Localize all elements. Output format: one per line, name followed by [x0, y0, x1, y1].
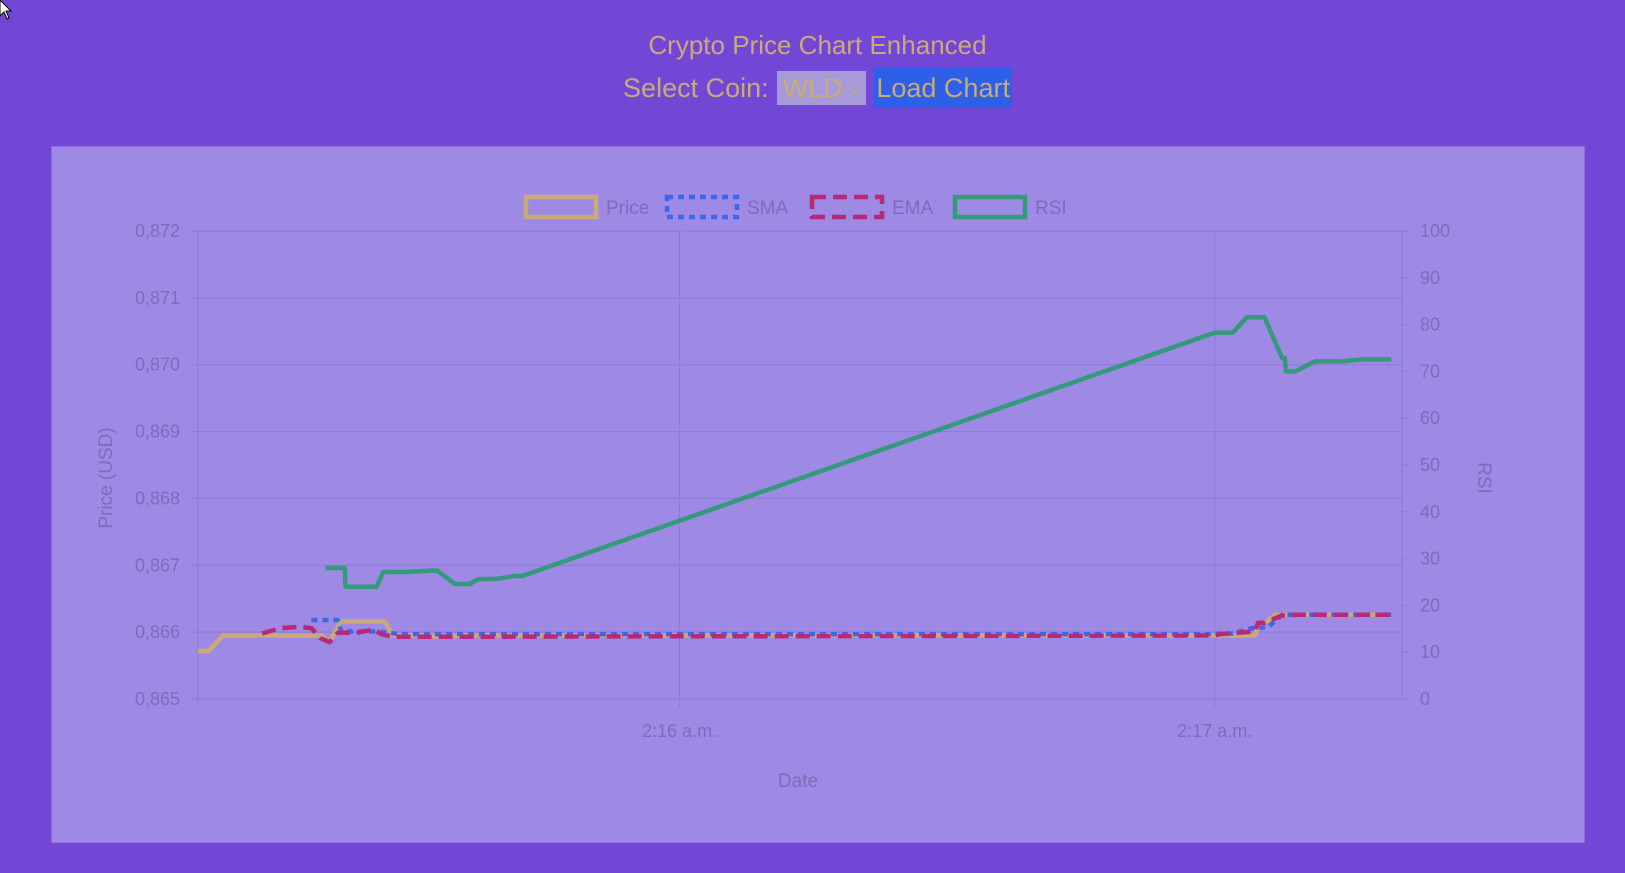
load-chart-button[interactable]: Load Chart [874, 68, 1012, 108]
x-tick-label: 2:17 a.m. [1177, 721, 1252, 741]
series-line-sma [311, 612, 1392, 637]
legend-label-ema: EMA [892, 198, 934, 219]
select-coin-label: Select Coin: [623, 72, 769, 103]
y-axis-left: 0,865 0,866 0,867 0,868 0,869 0,870 0,871 0,872 [135, 221, 180, 709]
chart-legend: Price SMA EMA RSI [523, 194, 1067, 220]
y-axis-right: 0 10 20 30 40 50 60 70 80 90 100 [1420, 221, 1450, 709]
y-tick-label: 0,870 [135, 355, 180, 375]
y2-tick-label: 40 [1420, 502, 1440, 522]
y2-tick-label: 30 [1420, 549, 1440, 569]
chart-container: 0,865 0,866 0,867 0,868 0,869 0,870 0,871 0,872… [51, 146, 1585, 843]
legend-label-rsi: RSI [1035, 198, 1067, 219]
y-axis-label-left: Price (USD) [96, 427, 117, 528]
y2-tick-label: 50 [1420, 455, 1440, 475]
y2-tick-label: 90 [1420, 268, 1440, 288]
mouse-cursor-icon [0, 0, 12, 20]
y-tick-label: 0,869 [135, 422, 180, 442]
price-chart: 0,865 0,866 0,867 0,868 0,869 0,870 0,871 0,872… [96, 194, 1494, 792]
series-line-ema [261, 612, 1392, 645]
y-tick-label: 0,868 [135, 488, 180, 508]
legend-swatch-rsi [952, 194, 1028, 220]
y2-tick-label: 10 [1420, 642, 1440, 662]
y-tick-label: 0,866 [135, 622, 180, 642]
y2-tick-label: 100 [1420, 221, 1450, 241]
legend-swatch-price [523, 194, 599, 220]
x-axis: 2:16 a.m. 2:17 a.m. [642, 721, 1252, 741]
x-axis-label: Date [778, 771, 818, 792]
x-tick-label: 2:16 a.m. [642, 721, 717, 741]
legend-label-price: Price [606, 198, 649, 219]
legend-label-sma: SMA [747, 198, 789, 219]
y-tick-label: 0,865 [135, 689, 180, 709]
y2-tick-label: 70 [1420, 361, 1440, 381]
y2-tick-label: 0 [1420, 689, 1430, 709]
coin-select-value: WLD [782, 72, 843, 103]
y-tick-label: 0,867 [135, 555, 180, 575]
page-title: Crypto Price Chart Enhanced [648, 30, 987, 60]
coin-select[interactable]: WLD ⌄ [776, 71, 867, 105]
y-tick-label: 0,872 [135, 221, 180, 241]
y-tick-label: 0,871 [135, 288, 180, 308]
coin-controls: Select Coin: WLD ⌄ Load Chart [0, 68, 1625, 108]
legend-swatch-sma [664, 194, 740, 220]
y2-tick-label: 20 [1420, 595, 1440, 615]
y2-tick-label: 60 [1420, 408, 1440, 428]
series-line-rsi [325, 314, 1392, 589]
chart-series [198, 314, 1392, 654]
chevron-down-icon: ⌄ [848, 79, 861, 96]
legend-swatch-ema [809, 194, 885, 220]
y-axis-label-right: RSI [1473, 462, 1494, 494]
y2-tick-label: 80 [1420, 315, 1440, 335]
